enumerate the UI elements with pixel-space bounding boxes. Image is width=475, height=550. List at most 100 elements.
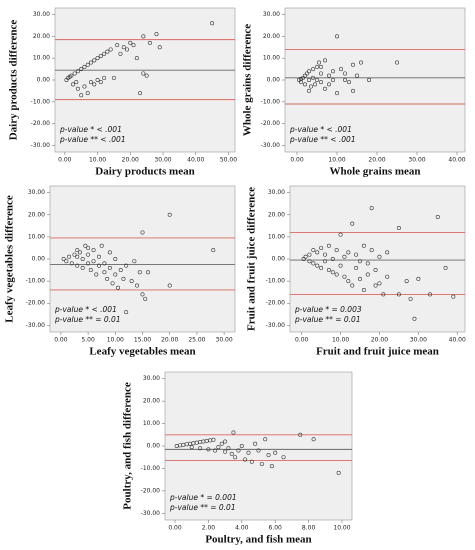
point [315,263,320,268]
point [322,86,327,91]
point [137,270,142,275]
x-axis-title: Poultry, and fish mean [205,534,311,546]
point [307,252,312,257]
point [141,34,146,39]
point [394,60,399,65]
y-axis-title: Dairy products difference [8,20,20,141]
point [154,32,159,37]
point [311,437,316,442]
point [281,455,286,460]
point [322,252,327,257]
point [98,53,103,58]
point [302,73,307,78]
x-tick-label: 8.00 [302,525,316,532]
point [306,78,311,83]
point [443,265,448,270]
point [322,58,327,63]
x-tick-label: 10.00 [328,157,345,164]
point [216,445,221,450]
x-tick-label: 10.00 [89,157,106,164]
y-tick-label: 10.00 [268,233,285,240]
point [140,230,145,235]
point [350,221,355,226]
point [229,451,234,456]
point [357,276,362,281]
point [105,49,110,54]
point [346,279,351,284]
point [381,292,386,297]
point [75,86,80,91]
point [304,71,309,76]
x-tick-label: 0.00 [295,337,309,344]
x-tick-label: 0.00 [168,525,182,532]
point [124,263,129,268]
point [377,254,382,259]
point [385,274,390,279]
point [330,78,335,83]
point [396,226,401,231]
point [385,250,390,255]
x-tick-label: 5.00 [81,337,95,344]
point [354,265,359,270]
point [141,71,146,76]
point [246,450,251,455]
point [91,248,96,253]
y-tick-label: 20.00 [263,33,280,40]
x-axis-title: Whole grains mean [329,166,420,178]
x-tick-label: 0.00 [290,157,304,164]
point [342,78,347,83]
y-tick-label: 20.00 [28,211,45,218]
point [330,256,335,261]
p-value-note: p-value * < .001 [59,125,122,134]
point [145,270,150,275]
point [91,259,96,264]
y-tick-label: -10.00 [26,278,46,285]
point [75,248,80,253]
point [82,84,87,89]
y-tick-label: -10.00 [141,465,161,472]
plot-area [289,185,466,333]
point [342,274,347,279]
point [253,441,258,446]
point [350,62,355,67]
point [189,445,194,450]
x-tick-label: 6.00 [269,525,283,532]
point [144,73,149,78]
point [365,272,370,277]
point [110,281,115,286]
point [301,256,306,261]
x-axis-title: Fruit and fruit juice mean [316,346,439,358]
point [369,248,374,253]
point [334,248,339,253]
point [231,430,236,435]
y-axis-title: Leafy vegetables difference [4,195,16,323]
point [330,270,335,275]
point [354,73,359,78]
point [135,283,140,288]
y-tick-label: 0.00 [272,256,286,263]
point [102,51,107,56]
point [311,261,316,266]
point [86,245,91,250]
y-tick-label: 0.00 [37,77,51,84]
point [319,245,324,250]
p-value-note: p-value * < .001 [54,305,117,314]
point [334,91,339,96]
point [358,60,363,65]
point [318,71,323,76]
point [338,232,343,237]
point [377,281,382,286]
y-tick-label: 10.00 [28,233,45,240]
point [361,243,366,248]
point [79,67,84,72]
y-tick-label: -10.00 [261,98,281,105]
y-axis-title: Whole grains difference [242,24,254,136]
point [326,268,331,273]
y-tick-label: 20.00 [33,33,50,40]
point [157,45,162,50]
point [451,294,456,299]
point [206,447,211,452]
x-tick-label: 20.00 [122,157,139,164]
point [330,69,335,74]
point [302,82,307,87]
